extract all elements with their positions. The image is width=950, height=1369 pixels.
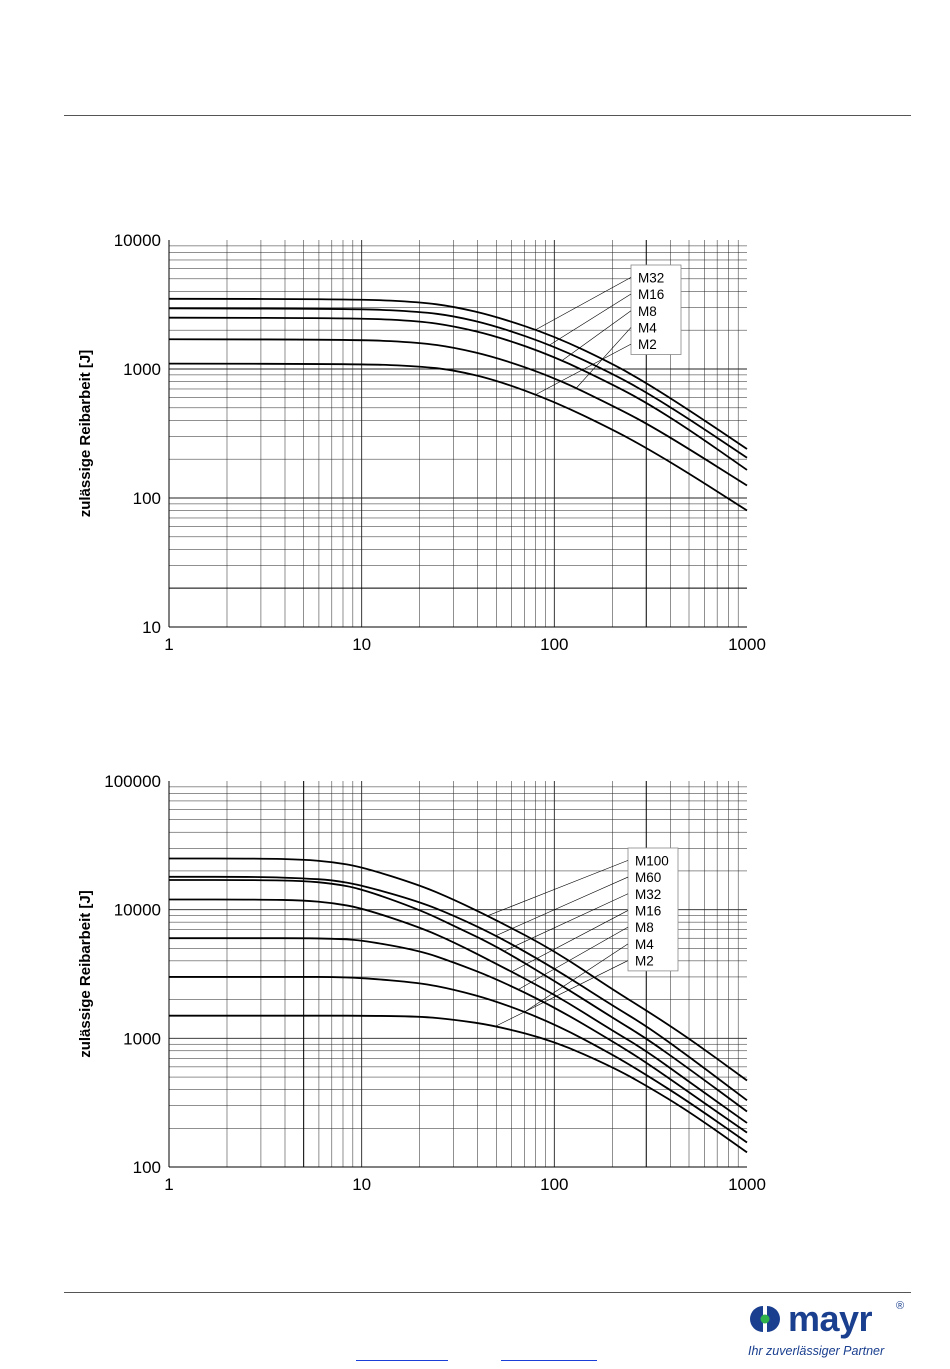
x-tick-label: 10 (352, 1175, 371, 1194)
legend-label-m16: M16 (638, 287, 664, 302)
legend-label-m100: M100 (635, 853, 669, 868)
legend-leader-m60 (496, 876, 629, 936)
series-line-m4 (169, 976, 748, 1144)
y-tick-label: 10000 (114, 231, 161, 250)
legend-box (627, 847, 679, 972)
legend-label-m4: M4 (638, 320, 657, 335)
series-line-m4 (168, 338, 748, 487)
series-line-m100 (168, 857, 748, 1082)
legend-label-m32: M32 (638, 270, 664, 285)
series-line-m32 (168, 297, 748, 450)
legend-leader-m100 (487, 860, 629, 917)
series-line-m60 (169, 875, 748, 1101)
y-axis-label: zulässige Reibarbeit [J] (77, 350, 94, 518)
series-line-m2 (168, 362, 748, 512)
footer-link-1[interactable] (356, 1346, 448, 1361)
footer-rule (64, 1292, 911, 1293)
legend-label-m8: M8 (638, 304, 657, 319)
y-tick-label: 100 (133, 1158, 161, 1177)
legend-leader-m8 (518, 926, 629, 990)
x-tick-label: 10 (352, 635, 371, 654)
logo-slogan: Ihr zuverlässiger Partner (748, 1344, 885, 1358)
grid (168, 781, 747, 1168)
x-tick-label: 1000 (728, 635, 766, 654)
legend-label-m2: M2 (638, 337, 657, 352)
x-tick-label: 100 (540, 635, 568, 654)
y-tick-label: 1000 (123, 1029, 161, 1048)
x-tick-label: 1000 (728, 1175, 766, 1194)
registered-mark: ® (896, 1300, 905, 1312)
legend-box (630, 264, 682, 355)
mayr-logo-mark-icon (750, 1306, 780, 1332)
series-line-m2 (169, 1014, 748, 1154)
x-tick-label: 1 (164, 1175, 173, 1194)
legend-label-m60: M60 (635, 870, 661, 885)
legend-label-m32: M32 (635, 887, 661, 902)
y-tick-label: 100 (133, 489, 161, 508)
y-tick-label: 1000 (123, 360, 161, 379)
legend-leader-m32 (535, 277, 632, 331)
legend-leader-m16 (549, 293, 632, 346)
grid (168, 240, 747, 628)
legend-label-m4: M4 (635, 937, 654, 952)
header-rule (64, 115, 911, 116)
legend-leader-m2 (535, 343, 632, 395)
x-tick-label: 100 (540, 1175, 568, 1194)
footer-link-2[interactable] (501, 1346, 597, 1361)
legend-leader-m16 (511, 910, 629, 973)
chart-2: 1 10 100 1000 100 1000 10000 100000 zulässige Re… (77, 772, 766, 1194)
y-tick-label: 10000 (114, 901, 161, 920)
series-line-m16 (168, 307, 748, 459)
legend-label-m2: M2 (635, 954, 654, 969)
series-line-m8 (168, 316, 748, 471)
x-tick-label: 1 (164, 635, 173, 654)
series-line-m16 (168, 898, 748, 1124)
legend-leader-m2 (496, 960, 629, 1027)
y-tick-label: 100000 (104, 772, 161, 791)
y-tick-label: 10 (142, 618, 161, 637)
legend-leader-m4 (576, 327, 632, 389)
series-line-m32 (169, 879, 748, 1113)
series-line-m8 (169, 937, 748, 1134)
legend-label-m16: M16 (635, 903, 661, 918)
y-axis-label: zulässige Reibarbeit [J] (77, 890, 94, 1058)
legend-leader-m32 (504, 893, 629, 952)
legend-label-m8: M8 (635, 920, 654, 935)
mayr-logo: mayr ® Ihr zuverlässiger Partner (748, 1298, 918, 1360)
logo-wordmark: mayr (788, 1298, 873, 1339)
legend-leader-m4 (524, 943, 629, 1013)
legend-leader-m8 (562, 310, 632, 361)
